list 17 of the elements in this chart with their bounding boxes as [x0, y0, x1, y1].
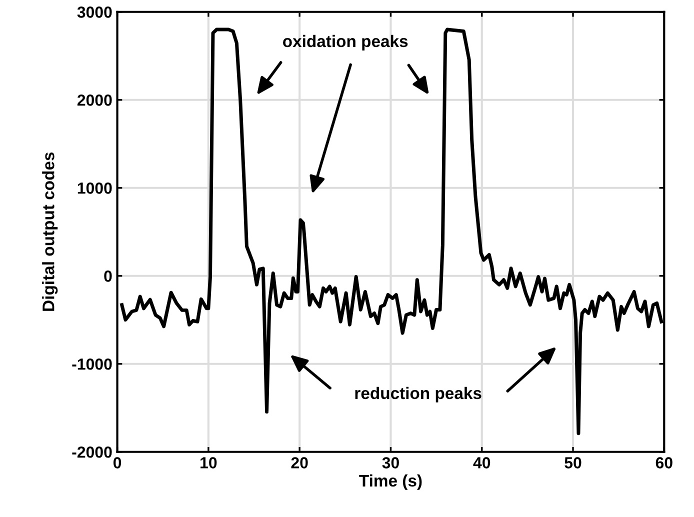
x-tick-label: 60 [656, 457, 672, 468]
annotation: reduction peaks [355, 386, 482, 402]
x-tick-label: 40 [473, 457, 490, 468]
x-tick-label: 10 [200, 457, 217, 468]
y-tick-label: 2000 [77, 94, 112, 106]
y-axis-title: Digital output codes [42, 152, 58, 311]
y-tick-label: -2000 [72, 446, 112, 458]
annotation: oxidation peaks [283, 34, 408, 50]
y-tick-label: 0 [104, 270, 112, 282]
x-tick-label: 20 [291, 457, 308, 468]
y-tick-label: -1000 [72, 358, 112, 370]
x-tick-label: 30 [382, 457, 399, 468]
y-tick-label: 3000 [77, 6, 112, 18]
y-tick-label: 1000 [78, 182, 112, 194]
x-axis-title: Time (s) [359, 474, 422, 490]
x-tick-label: 0 [113, 457, 122, 468]
x-tick-label: 50 [564, 457, 582, 468]
